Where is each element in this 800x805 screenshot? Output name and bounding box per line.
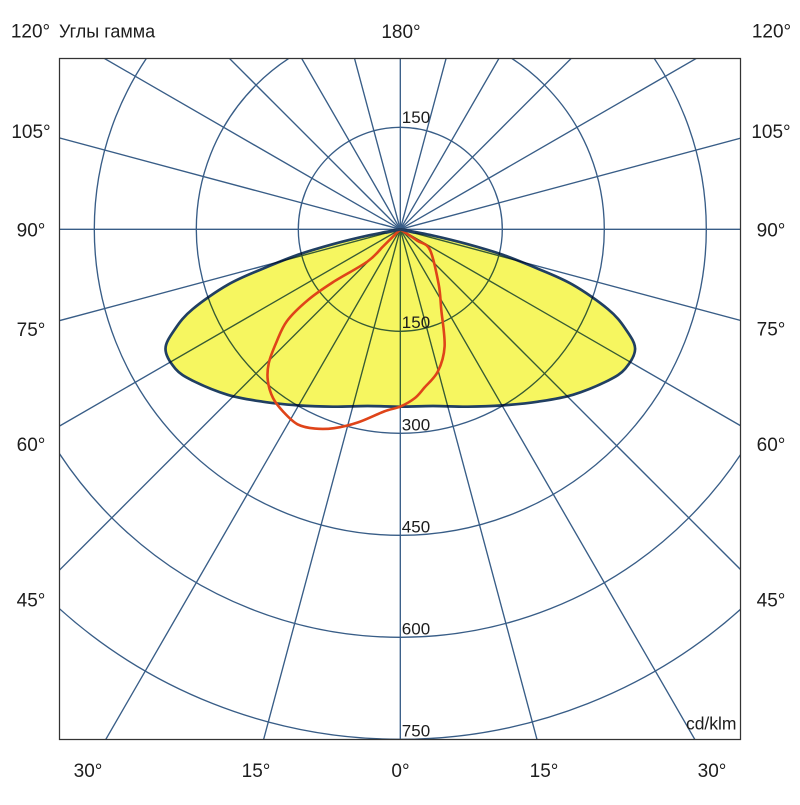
svg-text:45°: 45°	[757, 590, 786, 611]
svg-text:75°: 75°	[757, 319, 786, 340]
svg-text:600: 600	[402, 620, 430, 639]
svg-text:90°: 90°	[757, 221, 786, 242]
svg-text:60°: 60°	[17, 435, 46, 456]
svg-text:15°: 15°	[242, 761, 271, 782]
svg-text:300: 300	[402, 416, 430, 435]
svg-text:150: 150	[402, 313, 430, 332]
svg-text:180°: 180°	[381, 22, 420, 43]
svg-text:0°: 0°	[391, 761, 409, 782]
svg-text:105°: 105°	[11, 122, 50, 143]
svg-text:120°: 120°	[752, 22, 791, 43]
svg-text:450: 450	[402, 518, 430, 537]
svg-text:120°: 120°	[11, 21, 50, 42]
svg-text:15°: 15°	[530, 761, 559, 782]
svg-text:cd/klm: cd/klm	[686, 714, 737, 734]
svg-text:90°: 90°	[17, 221, 46, 242]
svg-text:105°: 105°	[751, 122, 790, 143]
svg-text:60°: 60°	[757, 435, 786, 456]
svg-text:75°: 75°	[17, 320, 46, 341]
svg-text:Углы гамма: Углы гамма	[59, 21, 156, 41]
svg-text:45°: 45°	[17, 590, 46, 611]
svg-text:150: 150	[402, 108, 430, 127]
svg-text:30°: 30°	[74, 761, 103, 782]
svg-text:750: 750	[402, 722, 430, 741]
svg-text:30°: 30°	[698, 761, 727, 782]
